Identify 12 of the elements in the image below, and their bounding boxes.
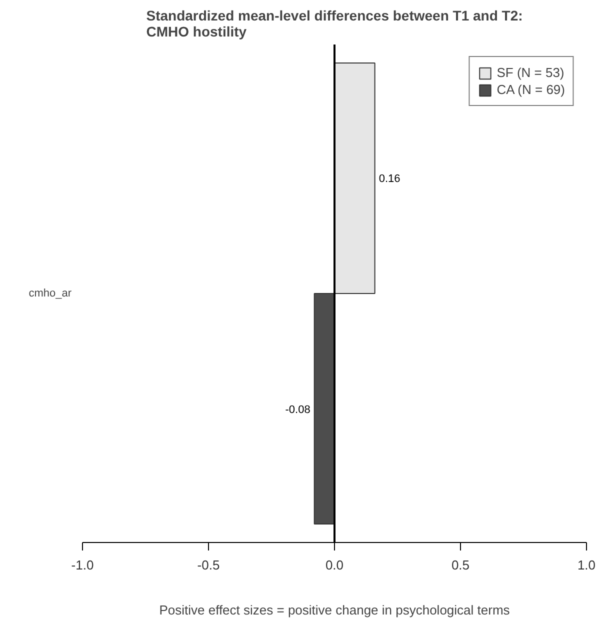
data-label: 0.16 [378,173,400,186]
legend-label: SF (N = 53) [496,65,564,80]
legend-label: CA (N = 69) [496,82,565,97]
x-tick-label: -1.0 [71,558,94,572]
x-tick-label: 1.0 [577,558,596,572]
x-tick-label: -0.5 [197,558,220,572]
x-tick-label: 0.5 [451,558,470,572]
data-label: -0.08 [285,404,310,416]
y-tick-label: cmho_ar [28,288,72,300]
x-tick-label: 0.0 [325,558,344,572]
x-axis-title: Positive effect sizes = positive change in psychological terms [159,602,510,618]
chart-title: Standardized mean-level differences between T1 and T2: CMHO hostility [146,8,523,40]
